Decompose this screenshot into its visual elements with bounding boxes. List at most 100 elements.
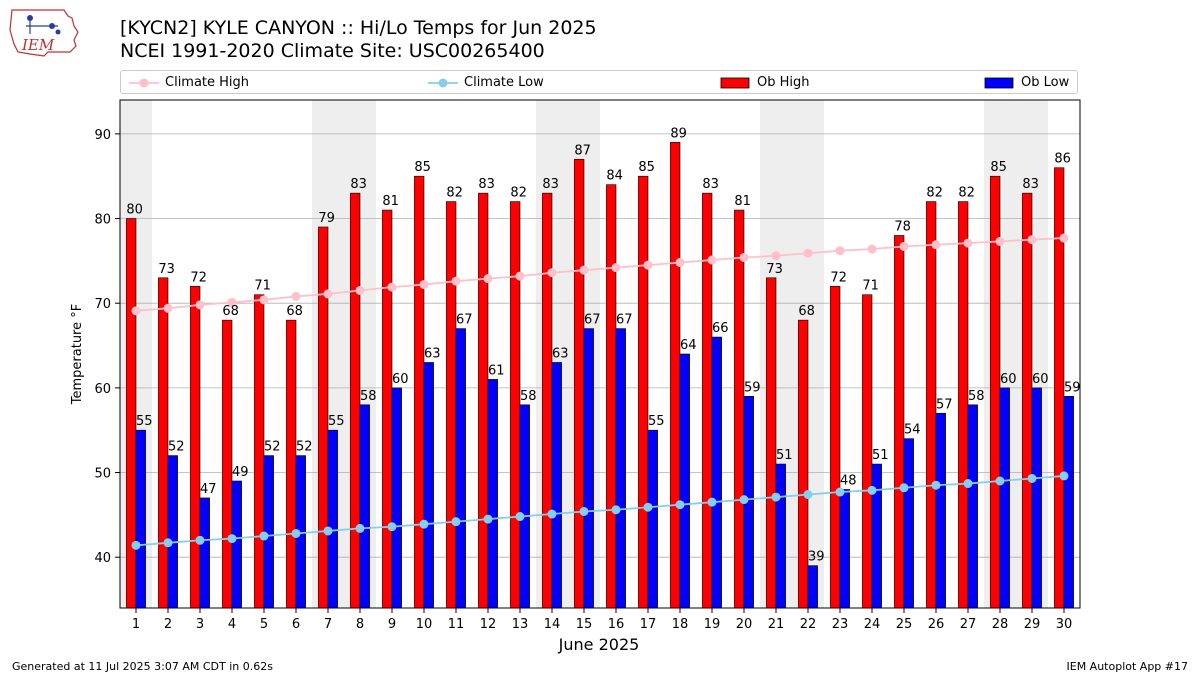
app-credit: IEM Autoplot App #17	[1066, 660, 1189, 673]
climate-low-point	[163, 538, 173, 548]
x-tick-label: 10	[416, 617, 433, 632]
climate-low-point	[259, 531, 269, 541]
climate-high-point	[451, 276, 461, 286]
ob-low-bar	[967, 404, 978, 609]
ob-low-value-label: 61	[488, 363, 505, 378]
ob-low-value-label: 55	[648, 414, 665, 429]
ob-high-bar	[734, 209, 745, 609]
ob-low-value-label: 67	[584, 313, 601, 328]
climate-low-point	[643, 502, 653, 512]
ob-high-bar	[1054, 167, 1065, 609]
ob-high-bar	[126, 218, 137, 609]
climate-low-point	[931, 480, 941, 490]
ob-high-value-label: 71	[254, 279, 271, 294]
ob-high-value-label: 80	[126, 203, 143, 218]
ob-low-value-label: 52	[168, 440, 185, 455]
climate-high-point	[835, 246, 845, 256]
generated-timestamp: Generated at 11 Jul 2025 3:07 AM CDT in …	[12, 660, 273, 673]
climate-high-point	[547, 268, 557, 278]
weekend-shade	[312, 100, 344, 608]
climate-low-point	[1059, 471, 1069, 481]
climate-low-point	[771, 492, 781, 502]
ob-high-value-label: 85	[990, 160, 1007, 175]
legend-climate-low-label: Climate Low	[464, 75, 544, 90]
ob-low-bar	[999, 387, 1010, 609]
ob-low-bar	[519, 404, 530, 609]
ob-high-value-label: 78	[894, 219, 911, 234]
climate-high-point	[323, 289, 333, 299]
x-tick-label: 17	[640, 617, 657, 632]
climate-high-point	[675, 258, 685, 268]
weekend-shade	[984, 100, 1016, 608]
ob-low-value-label: 51	[872, 448, 889, 463]
x-tick-label: 23	[832, 617, 849, 632]
ob-high-bar	[222, 319, 233, 609]
ob-high-bar	[510, 201, 521, 609]
ob-low-value-label: 64	[680, 338, 697, 353]
ob-low-value-label: 58	[968, 389, 985, 404]
ob-high-value-label: 83	[542, 177, 559, 192]
y-tick-label: 40	[94, 551, 111, 566]
ob-low-value-label: 60	[1000, 372, 1017, 387]
ob-high-value-label: 81	[382, 194, 399, 209]
climate-high-point	[931, 240, 941, 250]
climate-low-point	[483, 514, 493, 524]
x-tick-label: 3	[196, 617, 204, 632]
ob-low-value-label: 66	[712, 321, 729, 336]
legend-ob-high-label: Ob High	[757, 75, 810, 90]
ob-low-value-label: 63	[424, 346, 441, 361]
climate-high-point	[995, 236, 1005, 246]
ob-low-value-label: 51	[776, 448, 793, 463]
ob-low-value-label: 59	[1064, 380, 1081, 395]
ob-low-bar	[711, 336, 722, 609]
ob-low-value-label: 52	[296, 440, 313, 455]
climate-high-point	[419, 280, 429, 290]
ob-high-value-label: 68	[798, 304, 815, 319]
logo-text: IEM	[21, 36, 55, 54]
ob-low-bar	[423, 362, 434, 609]
ob-high-bar	[542, 192, 553, 609]
ob-low-value-label: 60	[1032, 372, 1049, 387]
ob-high-value-label: 68	[222, 304, 239, 319]
y-tick-label: 70	[94, 297, 111, 312]
ob-low-bar	[199, 497, 210, 609]
ob-high-value-label: 84	[606, 169, 623, 184]
ob-low-bar	[807, 565, 818, 609]
ob-low-bar	[1031, 387, 1042, 609]
ob-low-bar	[743, 396, 754, 609]
plot-frame	[119, 99, 1081, 609]
x-tick-label: 5	[260, 617, 268, 632]
climate-high-point	[483, 274, 493, 284]
ob-high-bar	[286, 319, 297, 609]
climate-low-point	[1027, 473, 1037, 483]
chart-title: [KYCN2] KYLE CANYON :: Hi/Lo Temps for J…	[120, 17, 597, 39]
climate-low-point	[707, 497, 717, 507]
ob-high-value-label: 87	[574, 143, 591, 158]
ob-low-bar	[327, 429, 338, 609]
ob-high-bar	[606, 184, 617, 609]
climate-high-point	[259, 295, 269, 305]
ob-low-swatch-icon	[984, 77, 1014, 89]
ob-low-value-label: 55	[136, 414, 153, 429]
y-tick-label: 80	[94, 213, 111, 228]
ob-low-bar	[935, 412, 946, 609]
climate-high-point	[739, 252, 749, 262]
ob-low-bar	[391, 387, 402, 609]
climate-high-point	[387, 282, 397, 292]
ob-high-bar	[766, 277, 777, 609]
x-tick-label: 24	[864, 617, 881, 632]
ob-low-value-label: 52	[264, 440, 281, 455]
climate-high-line	[135, 237, 1065, 312]
x-tick-label: 15	[576, 617, 593, 632]
climate-high-point	[643, 260, 653, 270]
climate-high-point	[803, 248, 813, 258]
ob-high-value-label: 82	[446, 186, 463, 201]
x-tick-label: 12	[480, 617, 497, 632]
ob-high-bar	[830, 285, 841, 609]
legend-ob-low-label: Ob Low	[1021, 75, 1070, 90]
ob-low-bar	[487, 379, 498, 609]
x-tick-label: 20	[736, 617, 753, 632]
weekend-shade	[536, 100, 568, 608]
x-tick-label: 30	[1056, 617, 1073, 632]
climate-high-point	[707, 255, 717, 265]
